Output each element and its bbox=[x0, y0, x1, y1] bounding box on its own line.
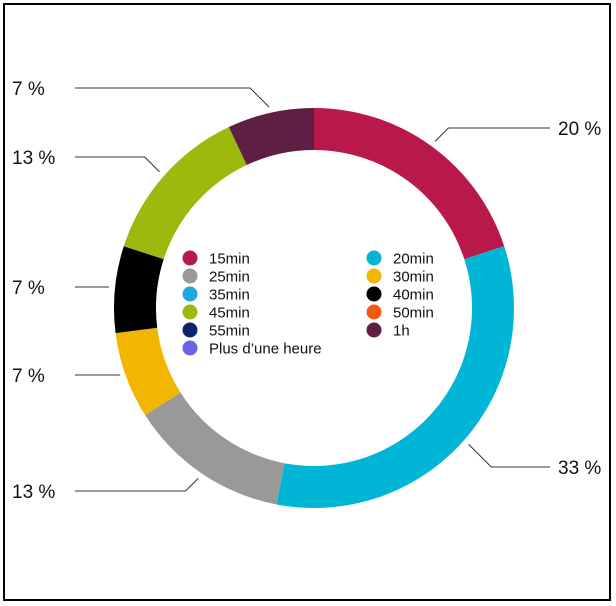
slice-15min bbox=[314, 108, 505, 260]
legend-label: 1h bbox=[393, 323, 410, 340]
percent-label: 7 % bbox=[12, 278, 45, 299]
percent-labels: 20 % 33 % 13 % 7 % 7 % 13 % 7 % bbox=[12, 79, 601, 503]
legend-swatch bbox=[366, 268, 382, 284]
leader-line bbox=[468, 443, 550, 468]
legend-label: 50min bbox=[393, 305, 434, 322]
slice-1h bbox=[228, 108, 314, 166]
legend-swatch bbox=[366, 250, 382, 266]
percent-label: 20 % bbox=[558, 119, 601, 140]
legend-swatch bbox=[366, 304, 382, 320]
legend-swatch bbox=[182, 304, 198, 320]
legend-label: 20min bbox=[393, 251, 434, 268]
percent-label: 13 % bbox=[12, 148, 55, 169]
slice-30min bbox=[115, 327, 181, 416]
donut-slices bbox=[113, 108, 514, 508]
leader-line bbox=[75, 87, 270, 108]
slice-25min bbox=[145, 392, 285, 505]
percent-label: 7 % bbox=[12, 366, 45, 387]
legend-swatch bbox=[182, 340, 198, 356]
percent-label: 13 % bbox=[12, 482, 55, 503]
leader-lines bbox=[75, 87, 550, 492]
legend-swatch bbox=[182, 286, 198, 302]
slice-40min bbox=[113, 246, 164, 334]
slice-20min bbox=[276, 246, 514, 508]
legend-label: 55min bbox=[209, 323, 250, 340]
slice-45min bbox=[123, 127, 247, 260]
legend-swatch bbox=[182, 268, 198, 284]
legend: 15min 20min 25min 30min 35min 40min 45min 50min… bbox=[182, 250, 434, 358]
legend-label: 35min bbox=[209, 287, 250, 304]
legend-label: 15min bbox=[209, 251, 250, 268]
percent-label: 7 % bbox=[12, 79, 45, 100]
percent-label: 33 % bbox=[558, 458, 601, 479]
legend-swatch bbox=[182, 322, 198, 338]
legend-label: 25min bbox=[209, 269, 250, 286]
legend-label: 40min bbox=[393, 287, 434, 304]
legend-swatch bbox=[366, 322, 382, 338]
legend-label: 30min bbox=[393, 269, 434, 286]
leader-line bbox=[75, 478, 199, 492]
legend-swatch bbox=[366, 286, 382, 302]
chart-frame bbox=[3, 3, 611, 601]
legend-swatch bbox=[182, 250, 198, 266]
legend-label: Plus d’une heure bbox=[209, 341, 322, 358]
legend-label: 45min bbox=[209, 305, 250, 322]
leader-line bbox=[434, 127, 550, 142]
leader-line bbox=[75, 156, 160, 173]
